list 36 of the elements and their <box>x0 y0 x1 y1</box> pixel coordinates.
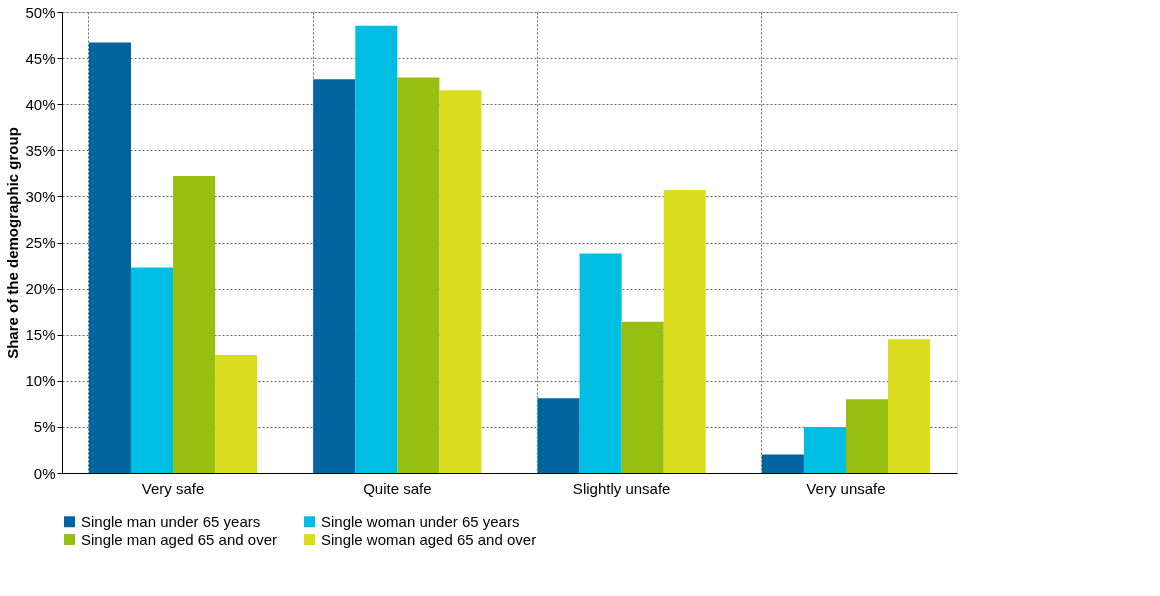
bar <box>663 189 706 473</box>
y-tick-label: 25% <box>25 234 56 251</box>
y-tick-label: 30% <box>25 187 56 205</box>
y-tick-label: 20% <box>25 280 56 298</box>
bar <box>803 426 846 473</box>
bar <box>439 90 482 473</box>
bar <box>397 77 440 473</box>
y-tick-label: 50% <box>25 3 56 21</box>
bar <box>888 339 931 473</box>
y-tick-label: 0% <box>33 464 56 482</box>
y-tick-label: 45% <box>25 49 56 67</box>
bar <box>88 42 131 473</box>
y-tick-label: 10% <box>25 372 56 390</box>
bar <box>537 398 580 473</box>
legend-label: Single man aged 65 and over <box>81 530 277 548</box>
y-tick-label: 35% <box>25 141 56 159</box>
bar <box>579 253 622 473</box>
bar <box>173 176 216 473</box>
y-axis-title: Share of the demographic group <box>4 127 22 359</box>
bar <box>355 25 398 473</box>
x-tick-label: Very safe <box>141 479 205 497</box>
bar <box>215 354 258 473</box>
legend-label: Single woman aged 65 and over <box>321 530 537 548</box>
bar <box>761 454 804 473</box>
bar <box>845 399 889 473</box>
y-tick-label: 15% <box>25 326 56 344</box>
bar <box>621 321 664 473</box>
x-tick-label: Slightly unsafe <box>572 479 671 497</box>
y-tick-label: 5% <box>33 418 56 436</box>
y-tick-label: 40% <box>25 95 56 113</box>
legend-label: Single woman under 65 years <box>321 512 520 530</box>
bar <box>313 79 356 473</box>
x-tick-label: Very unsafe <box>806 479 886 497</box>
bar <box>130 267 174 473</box>
x-tick-label: Quite safe <box>363 479 432 497</box>
legend-label: Single man under 65 years <box>81 512 261 530</box>
